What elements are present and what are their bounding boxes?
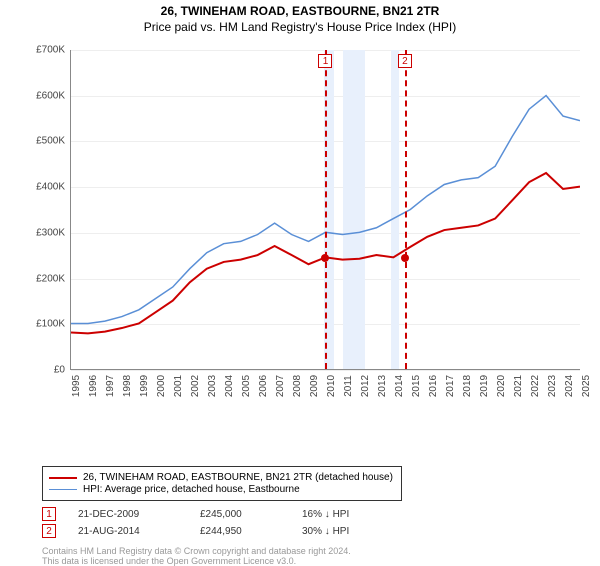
x-tick-label: 2002 bbox=[190, 375, 201, 397]
legend-row: 26, TWINEHAM ROAD, EASTBOURNE, BN21 2TR … bbox=[49, 472, 395, 483]
legend-label: HPI: Average price, detached house, East… bbox=[83, 484, 300, 495]
footer-line: Contains HM Land Registry data © Crown c… bbox=[42, 546, 600, 556]
x-tick-label: 2008 bbox=[292, 375, 303, 397]
x-tick-label: 1995 bbox=[71, 375, 82, 397]
sale-badge: 2 bbox=[42, 524, 56, 538]
y-tick-label: £0 bbox=[23, 365, 65, 376]
x-tick-label: 2004 bbox=[224, 375, 235, 397]
y-tick-label: £200K bbox=[23, 273, 65, 284]
x-tick-label: 2018 bbox=[462, 375, 473, 397]
sale-date: 21-DEC-2009 bbox=[78, 509, 178, 520]
footer-attribution: Contains HM Land Registry data © Crown c… bbox=[42, 546, 600, 566]
x-tick-label: 2019 bbox=[479, 375, 490, 397]
y-tick-label: £700K bbox=[23, 45, 65, 56]
legend-row: HPI: Average price, detached house, East… bbox=[49, 484, 395, 495]
x-tick-label: 1999 bbox=[139, 375, 150, 397]
sale-price: £244,950 bbox=[200, 526, 280, 537]
sale-badge: 1 bbox=[42, 507, 56, 521]
y-tick-label: £300K bbox=[23, 227, 65, 238]
sale-price: £245,000 bbox=[200, 509, 280, 520]
y-tick-label: £400K bbox=[23, 182, 65, 193]
x-tick-label: 2011 bbox=[343, 375, 354, 397]
sale-vertical-line bbox=[405, 50, 407, 369]
sale-point-marker bbox=[401, 254, 409, 262]
legend-swatch bbox=[49, 477, 77, 479]
x-tick-label: 2007 bbox=[275, 375, 286, 397]
x-tick-label: 1996 bbox=[88, 375, 99, 397]
y-tick-label: £600K bbox=[23, 90, 65, 101]
sale-date: 21-AUG-2014 bbox=[78, 526, 178, 537]
x-tick-label: 2021 bbox=[513, 375, 524, 397]
x-tick-label: 2000 bbox=[156, 375, 167, 397]
chart-subtitle: Price paid vs. HM Land Registry's House … bbox=[0, 20, 600, 34]
legend-label: 26, TWINEHAM ROAD, EASTBOURNE, BN21 2TR … bbox=[83, 472, 393, 483]
x-tick-label: 2009 bbox=[309, 375, 320, 397]
x-tick-label: 2016 bbox=[428, 375, 439, 397]
sale-vertical-line bbox=[325, 50, 327, 369]
x-tick-label: 2014 bbox=[394, 375, 405, 397]
x-tick-label: 2022 bbox=[530, 375, 541, 397]
sale-marker-badge: 1 bbox=[318, 54, 332, 68]
chart-container: 26, TWINEHAM ROAD, EASTBOURNE, BN21 2TR … bbox=[0, 4, 600, 564]
y-gridline bbox=[71, 370, 580, 371]
y-tick-label: £100K bbox=[23, 319, 65, 330]
x-tick-label: 2003 bbox=[207, 375, 218, 397]
x-tick-label: 2025 bbox=[581, 375, 592, 397]
sale-delta: 30% ↓ HPI bbox=[302, 526, 349, 537]
x-tick-label: 2017 bbox=[445, 375, 456, 397]
x-tick-label: 2023 bbox=[547, 375, 558, 397]
x-tick-label: 2006 bbox=[258, 375, 269, 397]
chart-area: £0£100K£200K£300K£400K£500K£600K£700K199… bbox=[30, 40, 590, 420]
legend-swatch bbox=[49, 489, 77, 490]
sales-table: 1 21-DEC-2009 £245,000 16% ↓ HPI 2 21-AUG-201… bbox=[42, 507, 600, 538]
x-tick-label: 2010 bbox=[326, 375, 337, 397]
footer-line: This data is licensed under the Open Gov… bbox=[42, 556, 600, 566]
legend: 26, TWINEHAM ROAD, EASTBOURNE, BN21 2TR … bbox=[42, 466, 402, 501]
y-tick-label: £500K bbox=[23, 136, 65, 147]
x-tick-label: 2024 bbox=[564, 375, 575, 397]
sale-table-row: 2 21-AUG-2014 £244,950 30% ↓ HPI bbox=[42, 524, 600, 538]
x-tick-label: 1997 bbox=[105, 375, 116, 397]
x-tick-label: 2013 bbox=[377, 375, 388, 397]
plot-region: £0£100K£200K£300K£400K£500K£600K£700K199… bbox=[70, 50, 580, 370]
x-tick-label: 2020 bbox=[496, 375, 507, 397]
sale-point-marker bbox=[321, 254, 329, 262]
sale-table-row: 1 21-DEC-2009 £245,000 16% ↓ HPI bbox=[42, 507, 600, 521]
sale-delta: 16% ↓ HPI bbox=[302, 509, 349, 520]
x-tick-label: 2012 bbox=[360, 375, 371, 397]
x-tick-label: 2005 bbox=[241, 375, 252, 397]
chart-title: 26, TWINEHAM ROAD, EASTBOURNE, BN21 2TR bbox=[0, 4, 600, 18]
x-tick-label: 1998 bbox=[122, 375, 133, 397]
x-tick-label: 2015 bbox=[411, 375, 422, 397]
x-tick-label: 2001 bbox=[173, 375, 184, 397]
sale-marker-badge: 2 bbox=[398, 54, 412, 68]
